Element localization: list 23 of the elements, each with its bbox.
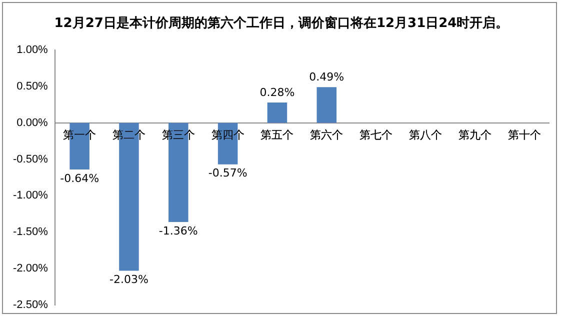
data-label: 0.28%: [260, 86, 295, 99]
x-tick-label: 第九个: [458, 128, 492, 142]
y-tick-label: 1.00%: [16, 44, 48, 56]
chart-title: 12月27日是本计价周期的第六个工作日，调价窗口将在12月31日24时开启。: [53, 14, 510, 32]
y-tick-label: -0.50%: [12, 153, 48, 166]
y-tick-label: 0.50%: [16, 80, 48, 92]
x-tick-label: 第八个: [408, 129, 442, 142]
data-label: -0.57%: [208, 166, 248, 180]
x-tick-label: 第五个: [260, 129, 294, 142]
y-tick-label: -1.50%: [12, 226, 48, 238]
bar: [316, 87, 337, 123]
y-tick-label: 0.00%: [16, 116, 48, 129]
data-label: 0.49%: [309, 70, 344, 84]
y-tick-label: -2.50%: [12, 299, 48, 312]
x-tick-label: 第七个: [360, 128, 393, 142]
data-label: -1.36%: [158, 224, 198, 238]
y-tick-label: -2.00%: [12, 262, 48, 275]
data-label: -2.03%: [110, 273, 148, 286]
data-label: -0.64%: [60, 172, 100, 185]
y-tick-label: -1.00%: [12, 190, 48, 202]
bar: [267, 102, 288, 123]
x-tick-label: 第十个: [508, 128, 541, 142]
x-tick-label: 第六个: [310, 128, 344, 142]
